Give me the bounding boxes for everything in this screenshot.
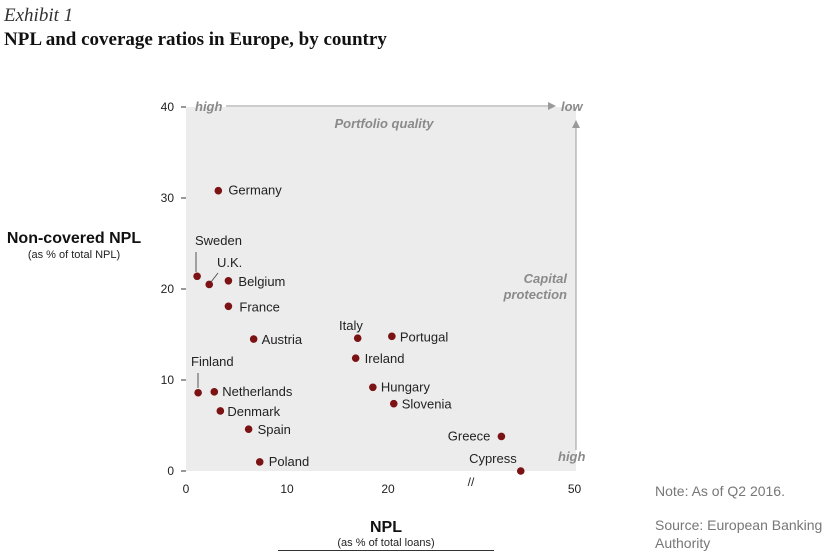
y-tick-label: 0 [167, 464, 174, 478]
x-axis-title: NPL [370, 519, 402, 536]
point-label-sweden: Sweden [195, 233, 242, 248]
annotation-capital: Capital [524, 271, 568, 286]
point-label-uk: U.K. [217, 255, 242, 270]
data-point-slovenia [389, 399, 398, 408]
point-label-netherlands: Netherlands [222, 384, 293, 399]
data-point-germany [214, 186, 223, 195]
y-tick-label: 40 [161, 100, 175, 114]
y-tick-label: 10 [161, 373, 175, 387]
data-point-france [224, 302, 233, 311]
chart-note: Note: As of Q2 2016. [655, 483, 785, 499]
y-axis-title: Non-covered NPL [6, 230, 142, 247]
data-point-hungary [369, 383, 377, 392]
data-point-italy [353, 334, 362, 342]
annotation-high-right: high [558, 449, 585, 464]
point-label-poland: Poland [269, 454, 309, 469]
portfolio-arrow-icon [548, 102, 556, 110]
annotation-high-top: high [195, 99, 222, 114]
chart-source: Source: European Banking Authority [655, 517, 823, 551]
point-label-portugal: Portugal [400, 329, 449, 344]
point-label-hungary: Hungary [381, 379, 431, 394]
point-label-germany: Germany [228, 183, 282, 198]
data-point-finland [194, 388, 202, 397]
x-tick-label: 50 [568, 482, 582, 496]
chart-title: NPL and coverage ratios in Europe, by co… [4, 29, 387, 50]
point-label-italy: Italy [339, 318, 363, 333]
data-point-sweden [193, 272, 201, 281]
plot-background [186, 107, 576, 471]
point-label-austria: Austria [262, 332, 303, 347]
data-point-belgium [224, 277, 233, 285]
capital-arrow-icon [572, 120, 580, 128]
data-point-cypress [516, 467, 525, 475]
data-point-greece [497, 432, 506, 441]
data-point-ireland [351, 354, 360, 362]
data-point-denmark [216, 407, 225, 415]
annotation-portfolio-quality: Portfolio quality [335, 116, 435, 131]
annotation-low-top: low [561, 99, 584, 114]
x-axis-subtitle: (as % of total loans) [278, 537, 494, 551]
point-label-belgium: Belgium [238, 274, 285, 289]
x-tick-label: 20 [381, 482, 395, 496]
x-tick-label: 0 [183, 482, 190, 496]
point-label-denmark: Denmark [227, 404, 280, 419]
point-label-greece: Greece [448, 428, 491, 443]
y-tick-label: 30 [161, 191, 175, 205]
y-axis-label: Non-covered NPL (as % of total NPL) [0, 230, 148, 261]
data-point-portugal [388, 332, 396, 341]
point-label-ireland: Ireland [365, 351, 405, 366]
leader-line-uk [210, 272, 219, 283]
data-point-spain [244, 425, 253, 433]
x-axis-label: NPL (as % of total loans) [278, 519, 494, 551]
data-point-austria [249, 335, 258, 343]
point-label-slovenia: Slovenia [402, 397, 453, 412]
exhibit-label: Exhibit 1 [4, 5, 74, 26]
axis-break-marker: // [468, 475, 475, 489]
annotation-protection: protection [502, 287, 567, 302]
data-point-netherlands [210, 388, 219, 396]
point-label-france: France [239, 299, 279, 314]
y-axis-subtitle: (as % of total NPL) [27, 249, 121, 261]
y-tick-label: 20 [161, 282, 175, 296]
point-label-cypress: Cypress [469, 451, 517, 466]
x-tick-label: 10 [280, 482, 294, 496]
data-point-poland [255, 458, 264, 466]
point-label-spain: Spain [258, 422, 291, 437]
data-point-uk [205, 280, 214, 289]
point-label-finland: Finland [191, 354, 234, 369]
